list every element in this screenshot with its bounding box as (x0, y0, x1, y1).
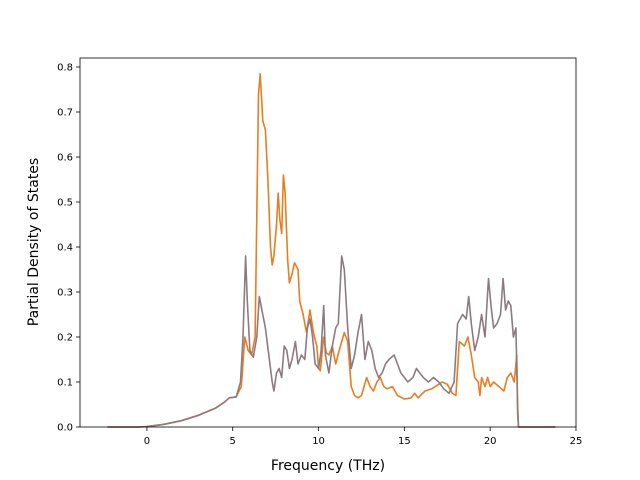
y-tick-label: 0.5 (57, 198, 73, 209)
x-tick-label: 0 (144, 436, 150, 447)
series-line-2 (107, 255, 556, 428)
x-axis: 0 5 10 15 20 25 (144, 427, 583, 447)
y-tick-label: 0.0 (57, 423, 73, 434)
x-tick-label: 25 (570, 436, 583, 447)
plot-frame (79, 57, 577, 428)
series-line-1 (107, 73, 556, 428)
series-layer (107, 73, 556, 428)
y-tick-label: 0.3 (57, 288, 73, 299)
y-tick-label: 0.7 (57, 108, 73, 119)
y-tick-label: 0.2 (57, 333, 73, 344)
y-tick-label: 0.1 (57, 378, 73, 389)
x-tick-label: 15 (398, 436, 411, 447)
y-tick-label: 0.6 (57, 153, 73, 164)
x-tick-label: 20 (484, 436, 497, 447)
x-axis-label: Frequency (THz) (271, 458, 385, 474)
y-tick-label: 0.8 (57, 63, 73, 74)
x-tick-label: 5 (230, 436, 236, 447)
y-axis-label: Partial Density of States (26, 158, 42, 326)
y-tick-label: 0.4 (57, 243, 73, 254)
y-axis: 0.0 0.1 0.2 0.3 0.4 0.5 0.6 0.7 0.8 (57, 63, 80, 434)
x-tick-label: 10 (312, 436, 325, 447)
